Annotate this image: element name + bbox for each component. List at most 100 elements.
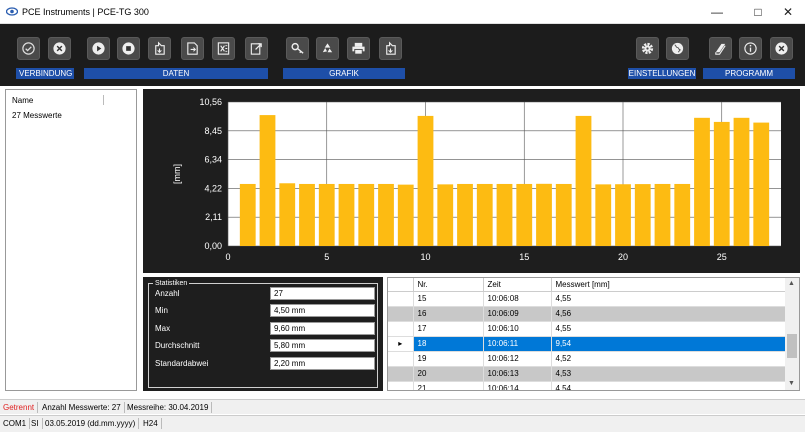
cell-nr[interactable]: 20: [413, 366, 484, 382]
scroll-thumb[interactable]: [787, 334, 797, 358]
bar: [457, 183, 473, 246]
cell-time[interactable]: 10:06:13: [483, 366, 552, 382]
cell-time[interactable]: 10:06:11: [483, 336, 552, 352]
bar: [713, 121, 730, 246]
stat-label-stddev: Standardabwei: [155, 359, 209, 368]
cell-nr[interactable]: 19: [413, 351, 484, 367]
cell-nr[interactable]: 18: [413, 336, 484, 352]
table-row[interactable]: 20 10:06:13 4,53: [388, 366, 786, 382]
row-indicator[interactable]: [388, 381, 414, 390]
date-format-status: 03.05.2019 (dd.mm.yyyy): [42, 418, 140, 429]
row-indicator[interactable]: [388, 306, 414, 322]
cell-value[interactable]: 9,54: [551, 336, 786, 352]
disconnect-button[interactable]: [48, 37, 71, 60]
row-indicator[interactable]: [388, 351, 414, 367]
maximize-button[interactable]: □: [754, 5, 762, 19]
measurement-count-status: Anzahl Messwerte: 27: [39, 402, 125, 413]
app-eye-icon: [6, 7, 18, 16]
status-bar-bottom: COM1 SI 03.05.2019 (dd.mm.yyyy) H24: [0, 415, 805, 432]
stat-value-min: 4,50 mm: [270, 304, 375, 317]
zoom-button[interactable]: [286, 37, 309, 60]
x-tick-label: 0: [225, 252, 230, 262]
exit-button[interactable]: [770, 37, 793, 60]
cell-value[interactable]: 4,55: [551, 321, 786, 337]
column-header-value[interactable]: Messwert [mm]: [551, 278, 786, 292]
cell-nr[interactable]: 15: [413, 291, 484, 307]
table-row-selected[interactable]: ▸ 18 10:06:11 9,54: [388, 336, 786, 352]
bar: [338, 183, 355, 246]
group-label-data: DATEN: [84, 68, 268, 79]
table-row[interactable]: 15 10:06:08 4,55: [388, 291, 786, 307]
refresh-button[interactable]: [316, 37, 339, 60]
table-row[interactable]: 16 10:06:09 4,56: [388, 306, 786, 322]
export-button[interactable]: [181, 37, 204, 60]
info-button[interactable]: [739, 37, 762, 60]
import-button[interactable]: [148, 37, 171, 60]
chart-panel: 0,00 2,11 4,22 6,34 8,45 10,56 0 5 10 15 20 25 [mm]: [143, 89, 800, 273]
row-indicator[interactable]: [388, 291, 414, 307]
column-header-time[interactable]: Zeit: [483, 278, 552, 292]
row-header-corner[interactable]: [388, 278, 414, 292]
row-indicator[interactable]: [388, 366, 414, 382]
report-button[interactable]: [245, 37, 268, 60]
y-tick-label: 2,11: [205, 212, 222, 222]
column-divider[interactable]: [103, 95, 104, 105]
table-row[interactable]: 21 10:06:14 4,54: [388, 381, 786, 390]
table-scrollbar[interactable]: ▲ ▼: [785, 278, 799, 390]
scroll-down-icon[interactable]: ▼: [788, 380, 795, 387]
manual-button[interactable]: [709, 37, 732, 60]
table-row[interactable]: 17 10:06:10 4,55: [388, 321, 786, 337]
measurement-file-list: Name 27 Messwerte: [5, 89, 137, 391]
current-row-marker[interactable]: ▸: [388, 336, 414, 352]
measurement-table: Nr. Zeit Messwert [mm] 15 10:06:08 4,55 16…: [387, 277, 800, 391]
cell-value[interactable]: 4,54: [551, 381, 786, 390]
cell-time[interactable]: 10:06:10: [483, 321, 552, 337]
cell-value[interactable]: 4,56: [551, 306, 786, 322]
cell-nr[interactable]: 21: [413, 381, 484, 390]
cell-time[interactable]: 10:06:08: [483, 291, 552, 307]
close-window-button[interactable]: ✕: [782, 5, 794, 19]
y-tick-label: 0,00: [204, 241, 222, 251]
bar: [516, 183, 533, 246]
bar: [536, 183, 552, 246]
cell-nr[interactable]: 16: [413, 306, 484, 322]
excel-export-button[interactable]: [212, 37, 235, 60]
cell-time[interactable]: 10:06:12: [483, 351, 552, 367]
y-tick-label: 6,34: [204, 155, 222, 165]
bar: [694, 117, 710, 247]
cell-value[interactable]: 4,55: [551, 291, 786, 307]
list-header-name[interactable]: Name: [12, 96, 34, 105]
statistics-title: Statistiken: [153, 279, 190, 288]
print-button[interactable]: [347, 37, 370, 60]
column-header-nr[interactable]: Nr.: [413, 278, 484, 292]
table-row[interactable]: 19 10:06:12 4,52: [388, 351, 786, 367]
cell-nr[interactable]: 17: [413, 321, 484, 337]
x-tick-label: 5: [324, 252, 329, 262]
cell-time[interactable]: 10:06:14: [483, 381, 552, 390]
scroll-up-icon[interactable]: ▲: [788, 280, 795, 287]
row-indicator[interactable]: [388, 321, 414, 337]
globe-icon: [671, 42, 684, 55]
cell-time[interactable]: 10:06:09: [483, 306, 552, 322]
gear-icon: [641, 42, 654, 55]
window-title: PCE Instruments | PCE-TG 300: [22, 7, 149, 17]
port-status: COM1: [0, 418, 31, 429]
play-button[interactable]: [87, 37, 110, 60]
cell-value[interactable]: 4,53: [551, 366, 786, 382]
language-button[interactable]: [666, 37, 689, 60]
x-tick-label: 10: [420, 252, 430, 262]
import-document-icon: [155, 41, 165, 55]
connect-button[interactable]: [17, 37, 40, 60]
cell-value[interactable]: 4,52: [551, 351, 786, 367]
statistics-panel: Statistiken Anzahl 27 Min 4,50 mm Max 9,…: [143, 277, 383, 391]
export-document-icon: [187, 42, 198, 55]
minimize-button[interactable]: —: [711, 5, 723, 19]
stop-button[interactable]: [117, 37, 140, 60]
y-tick-label: 10,56: [199, 97, 222, 107]
settings-button[interactable]: [636, 37, 659, 60]
stat-value-average: 5,80 mm: [270, 339, 375, 352]
bar: [378, 183, 394, 246]
unit-status: SI: [28, 418, 43, 429]
graphic-import-button[interactable]: [379, 37, 402, 60]
list-item[interactable]: 27 Messwerte: [12, 111, 62, 120]
